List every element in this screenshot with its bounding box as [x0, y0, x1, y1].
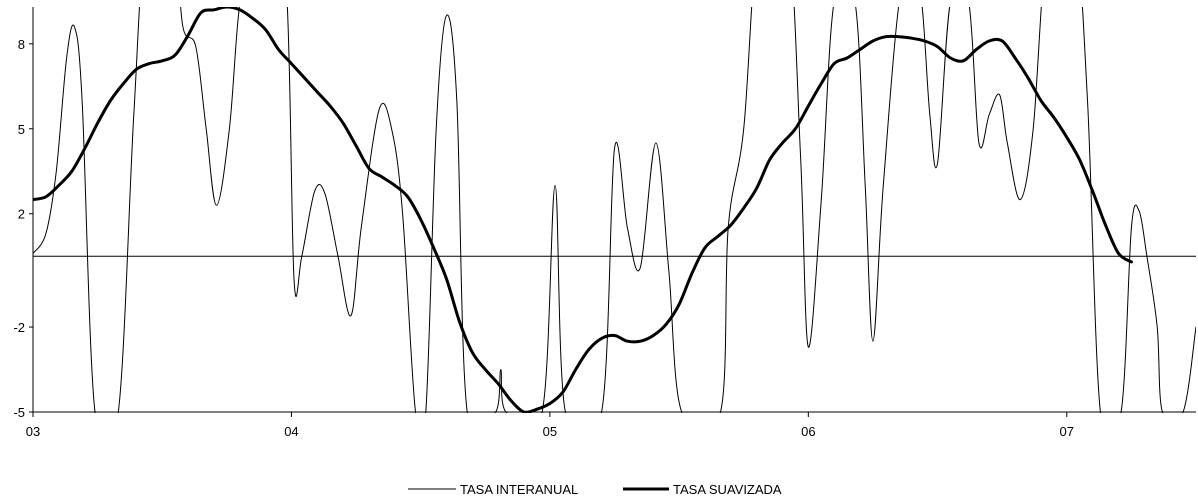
x-tick-label: 03	[26, 424, 40, 439]
y-tick-label: -5	[13, 405, 25, 420]
x-tick-label: 04	[284, 424, 298, 439]
y-tick-label: -2	[13, 320, 25, 335]
plot-area: 8 5 2 -2 -5 03 04 05 06 07	[13, 0, 1196, 450]
x-tick-label: 07	[1060, 424, 1074, 439]
x-tick-label: 05	[543, 424, 557, 439]
y-tick-label: 8	[18, 37, 25, 52]
y-tick-label: 2	[18, 207, 25, 222]
x-ticks: 03 04 05 06 07	[26, 412, 1074, 439]
series-line-tasa-suavizada	[33, 7, 1131, 412]
legend-label-tasa-interanual: TASA INTERANUAL	[460, 482, 578, 497]
legend-label-tasa-suavizada: TASA SUAVIZADA	[673, 482, 782, 497]
y-tick-label: 5	[18, 122, 25, 137]
x-tick-label: 06	[801, 424, 815, 439]
series-group	[33, 0, 1196, 450]
legend: TASA INTERANUAL TASA SUAVIZADA	[408, 482, 782, 497]
y-ticks: 8 5 2 -2 -5	[13, 37, 33, 420]
